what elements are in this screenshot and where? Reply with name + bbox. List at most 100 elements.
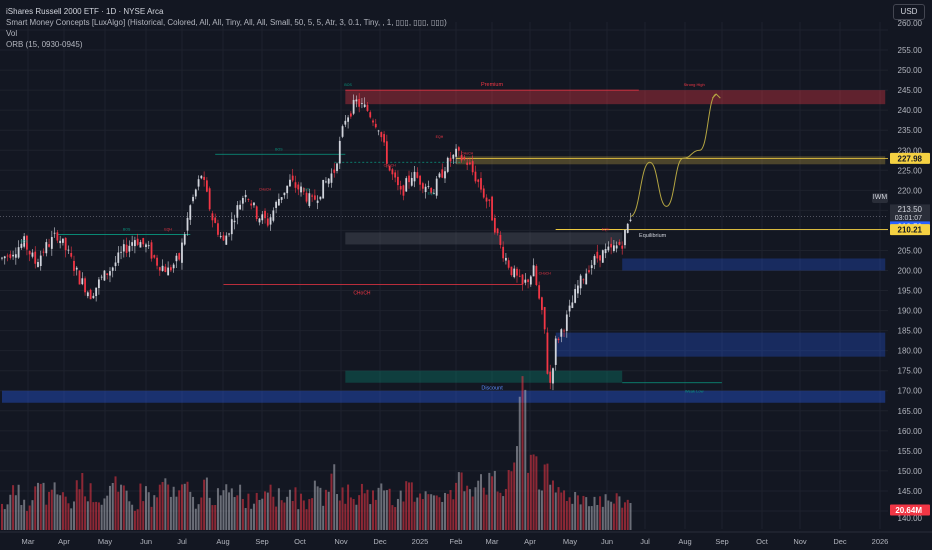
candle-body <box>469 162 471 165</box>
time-tick-label: Sep <box>255 537 268 546</box>
candle-body <box>441 169 444 178</box>
candle-body <box>471 161 474 173</box>
time-tick-label: Sep <box>715 537 728 546</box>
candle-body <box>3 256 6 259</box>
volume-bar <box>410 482 413 530</box>
candle-body <box>336 163 338 172</box>
volume-bar <box>133 510 136 530</box>
legend-indicator-orb[interactable]: ORB (15, 0930-0945) <box>6 40 83 49</box>
volume-bar <box>269 484 272 530</box>
choch-label: CHoCH <box>384 163 397 167</box>
candle-body <box>322 179 325 199</box>
time-tick-label: May <box>98 537 112 546</box>
volume-bar <box>286 496 289 530</box>
volume-bar <box>302 500 305 530</box>
candle-body <box>482 188 485 198</box>
chart-legend: iShares Russell 2000 ETF · 1D · NYSE Arc… <box>6 6 447 50</box>
volume-bar <box>6 504 9 530</box>
legend-indicator-vol[interactable]: Vol <box>6 29 18 38</box>
zone-labels: Premium Discount Equilibrium Strong High Wea… <box>20 82 704 394</box>
time-tick-label: Jul <box>177 537 187 546</box>
time-axis[interactable]: Mar Apr May Jun Jul Aug Sep Oct Nov Dec 2025 Feb Mar… <box>0 531 932 550</box>
volume-bar <box>308 499 311 530</box>
volume-bar <box>358 495 361 530</box>
price-tick-label: 240.00 <box>898 106 923 115</box>
legend-indicator-smc[interactable]: Smart Money Concepts [LuxAlgo] (Historic… <box>6 18 447 27</box>
discount-label: Discount <box>481 386 503 392</box>
volume-bar <box>86 501 89 530</box>
volume-bar <box>618 496 621 530</box>
volume-bar <box>72 501 75 530</box>
strong-high-label: Strong High <box>684 82 705 87</box>
candle-body <box>413 171 416 182</box>
candle-body <box>621 245 624 249</box>
volume-bar <box>144 486 147 530</box>
price-tick-label: 140.00 <box>898 514 923 523</box>
volume-bar <box>48 491 51 530</box>
time-tick-label: Nov <box>793 537 807 546</box>
volume-bar <box>601 506 604 530</box>
volume-bar <box>167 484 170 530</box>
volume-bar <box>338 500 341 530</box>
candle-body <box>385 141 388 164</box>
eql-label: EQL <box>428 191 435 195</box>
volume-bar <box>89 483 92 530</box>
candle-body <box>629 219 632 221</box>
projection-path <box>630 93 721 217</box>
candle-body <box>158 267 161 271</box>
candle-body <box>319 196 322 200</box>
candle-body <box>253 202 255 206</box>
volume-bar <box>568 497 571 530</box>
time-tick-label: Dec <box>373 537 387 546</box>
candle-body <box>554 338 557 365</box>
volume-bar <box>81 472 84 530</box>
volume-bar <box>200 497 203 530</box>
chart-grid <box>0 22 888 529</box>
volume-bar <box>142 501 145 530</box>
candle-body <box>397 176 399 186</box>
candle-body <box>291 175 294 181</box>
bos-label: BOS <box>275 147 283 151</box>
candle-body <box>261 214 264 221</box>
volume-bar <box>349 497 352 530</box>
weak-low-label: Weak Low <box>685 389 704 394</box>
volume-bar <box>228 492 231 530</box>
currency-button[interactable]: USD <box>893 4 925 20</box>
candle-body <box>169 267 172 271</box>
candle-body <box>92 295 95 299</box>
time-tick-label: Aug <box>216 537 229 546</box>
price-tick-label: 230.00 <box>898 146 923 155</box>
volume-bar <box>582 495 585 530</box>
price-axis[interactable]: 145.00 150.00 155.00 160.00 165.00 170.00 175.… <box>890 0 932 550</box>
price-tag-bg <box>890 504 930 516</box>
bos-label: BOS <box>20 239 28 243</box>
candle-body <box>42 251 45 253</box>
volume-bar <box>75 480 78 530</box>
volume-bar <box>294 487 297 530</box>
volume-bar <box>460 472 463 530</box>
bos-label: BOS <box>123 227 131 231</box>
candle-body <box>333 169 336 173</box>
volume-bar <box>120 484 123 530</box>
candle-body <box>186 217 189 231</box>
time-tick-label: May <box>563 537 577 546</box>
candle-body <box>485 197 488 202</box>
candle-body <box>316 200 319 203</box>
legend-title[interactable]: iShares Russell 2000 ETF · 1D · NYSE Arc… <box>6 7 164 16</box>
volume-bar <box>391 505 394 530</box>
candle-body <box>192 196 194 202</box>
volume-bar <box>222 490 225 530</box>
candle-body <box>17 247 20 258</box>
candle-body <box>394 172 397 178</box>
price-tick-label: 235.00 <box>898 126 923 135</box>
time-tick-label: Jun <box>601 537 613 546</box>
candle-body <box>111 267 114 271</box>
volume-bar <box>156 497 159 530</box>
volume-bar <box>435 495 438 530</box>
volume-bar <box>158 484 161 530</box>
volume-bar <box>574 491 577 530</box>
candle-body <box>496 228 499 234</box>
candle-body <box>189 205 192 220</box>
zone-premium <box>345 90 886 105</box>
